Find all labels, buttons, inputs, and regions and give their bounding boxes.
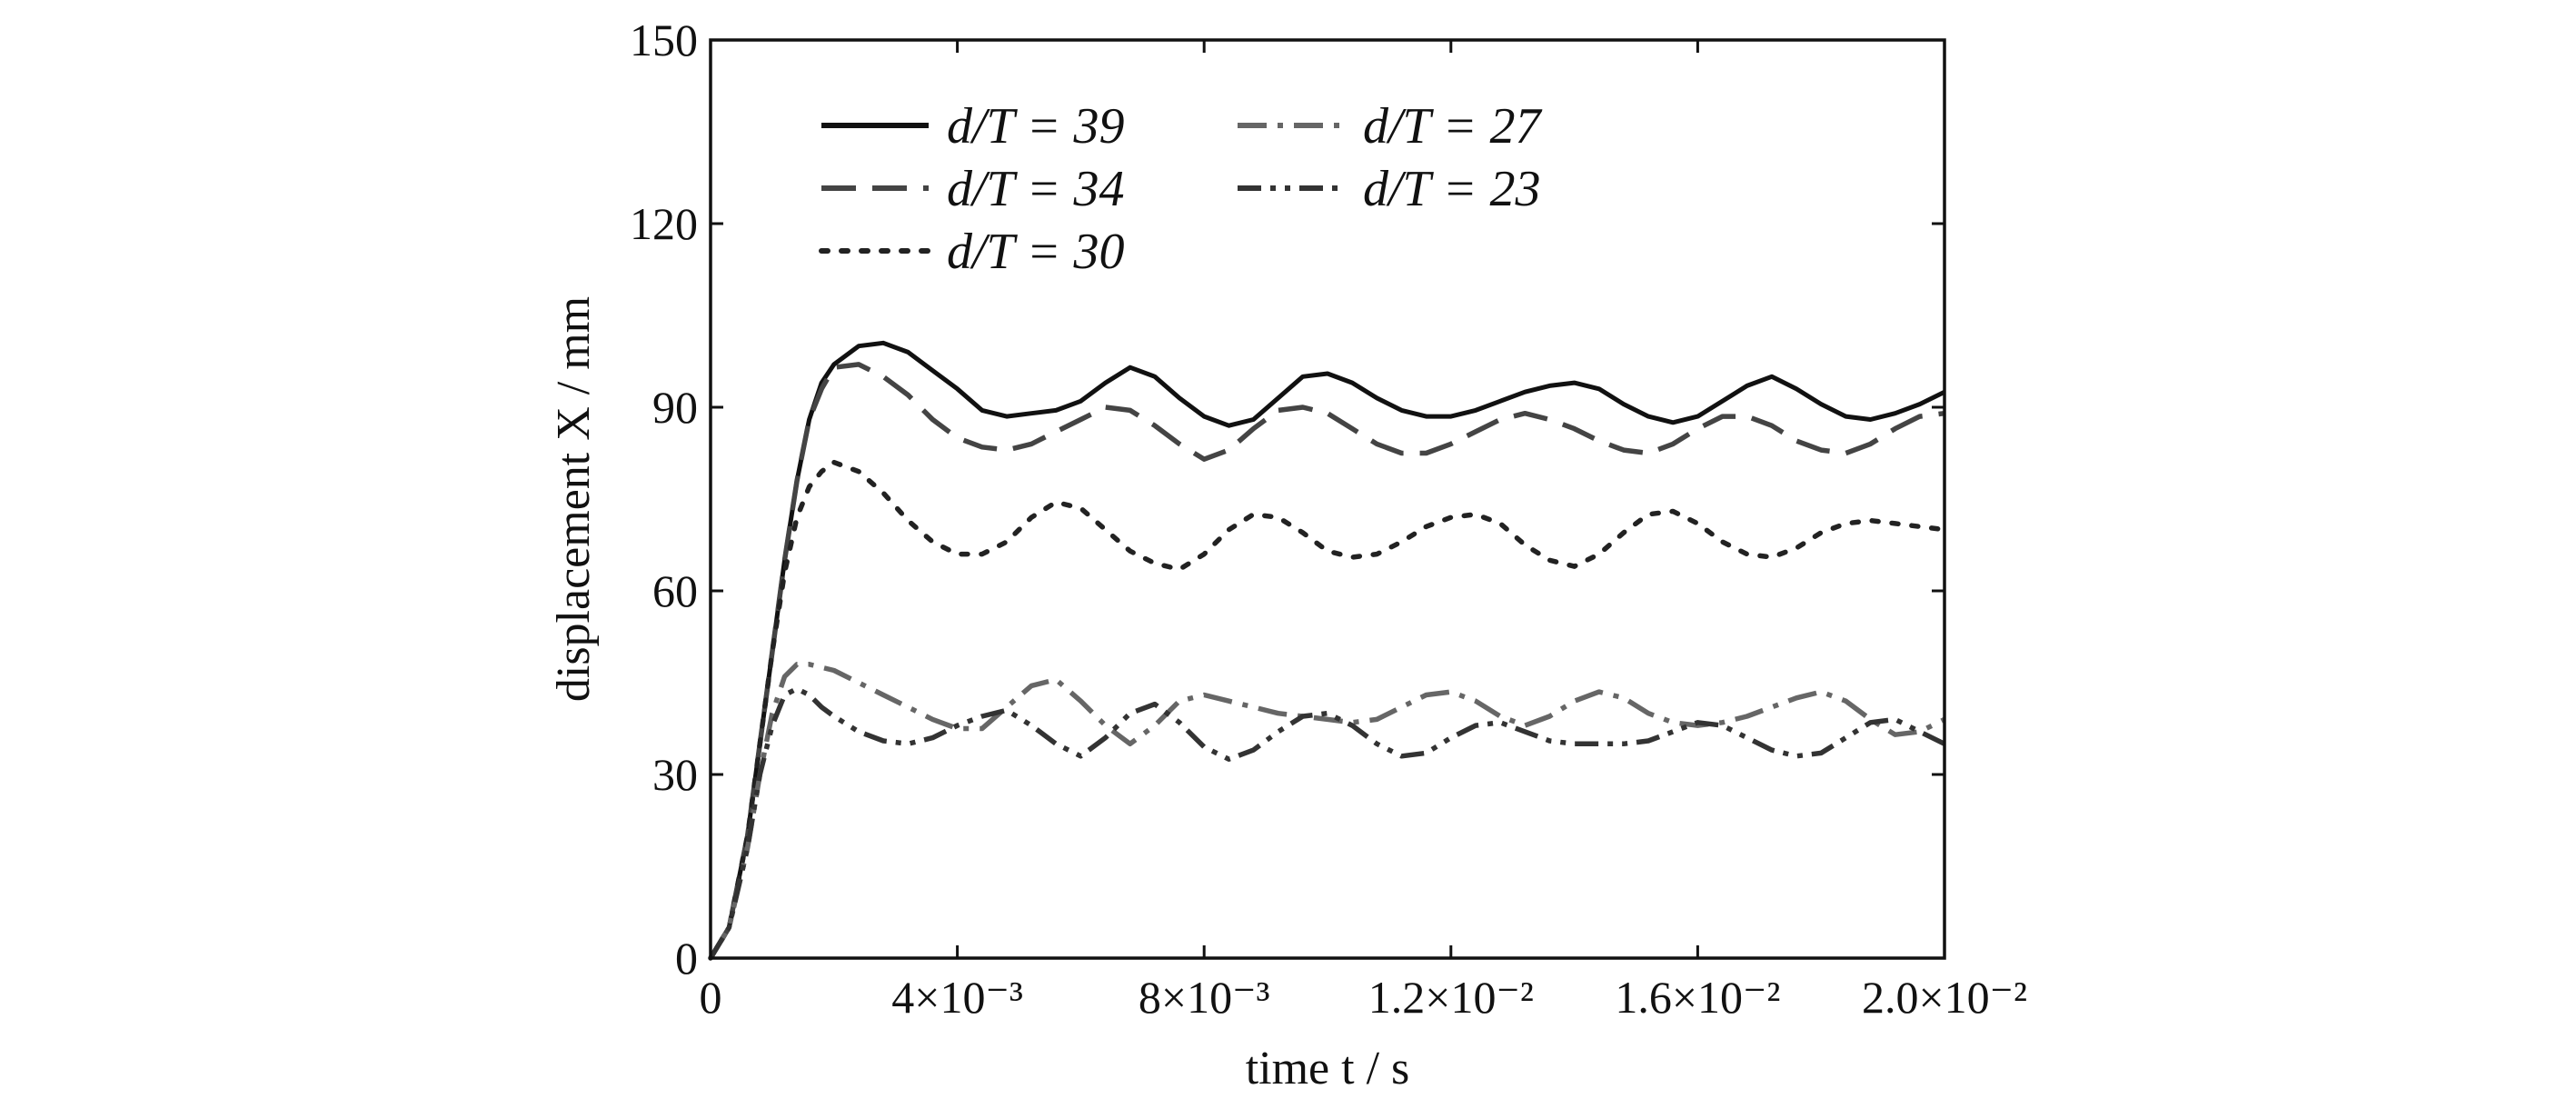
series-line-2	[708, 362, 1945, 960]
legend-entry-3: d/T = 30	[819, 224, 1124, 280]
tick-labels-layer: 0 4×10⁻³ 8×10⁻³ 1.2×10⁻² 1.6×10⁻² 2.0×10⁻² 0 30…	[630, 15, 2027, 1023]
ticks-layer	[709, 38, 1946, 960]
legend: d/T = 39 d/T = 34 d/T = 30 d/T = 27 d/T = 23	[819, 98, 1542, 280]
x-tick-label-0: 0	[700, 972, 722, 1023]
y-tick-label-5: 150	[630, 15, 698, 65]
y-axis-label: displacement X / mm	[548, 296, 600, 702]
x-axis-label: time t / s	[1246, 1043, 1410, 1094]
x-tick-label-3: 1.2×10⁻²	[1368, 972, 1534, 1023]
series-line-1	[708, 340, 1946, 960]
legend-label-1: d/T = 39	[947, 98, 1124, 155]
x-tick-label-1: 4×10⁻³	[891, 972, 1023, 1023]
y-tick-label-4: 120	[630, 198, 698, 249]
legend-label-5: d/T = 23	[1363, 161, 1540, 217]
legend-label-4: d/T = 27	[1363, 98, 1542, 155]
y-tick-label-1: 30	[652, 749, 698, 800]
legend-entry-4: d/T = 27	[1238, 98, 1542, 155]
legend-entry-5: d/T = 23	[1238, 161, 1540, 217]
y-tick-label-0: 0	[675, 933, 698, 984]
x-tick-label-5: 2.0×10⁻²	[1862, 972, 2027, 1023]
x-tick-label-2: 8×10⁻³	[1139, 972, 1270, 1023]
series-line-4	[708, 662, 1946, 960]
x-tick-label-4: 1.6×10⁻²	[1615, 972, 1780, 1023]
plot-frame	[709, 38, 1946, 960]
y-tick-label-2: 60	[652, 565, 698, 616]
legend-entry-2: d/T = 34	[821, 161, 1124, 217]
legend-label-3: d/T = 30	[947, 224, 1124, 280]
series-line-3	[708, 459, 1947, 961]
legend-entry-1: d/T = 39	[821, 98, 1124, 155]
series-layer	[708, 340, 1947, 961]
y-tick-label-3: 90	[652, 382, 698, 433]
legend-label-2: d/T = 34	[947, 161, 1124, 217]
